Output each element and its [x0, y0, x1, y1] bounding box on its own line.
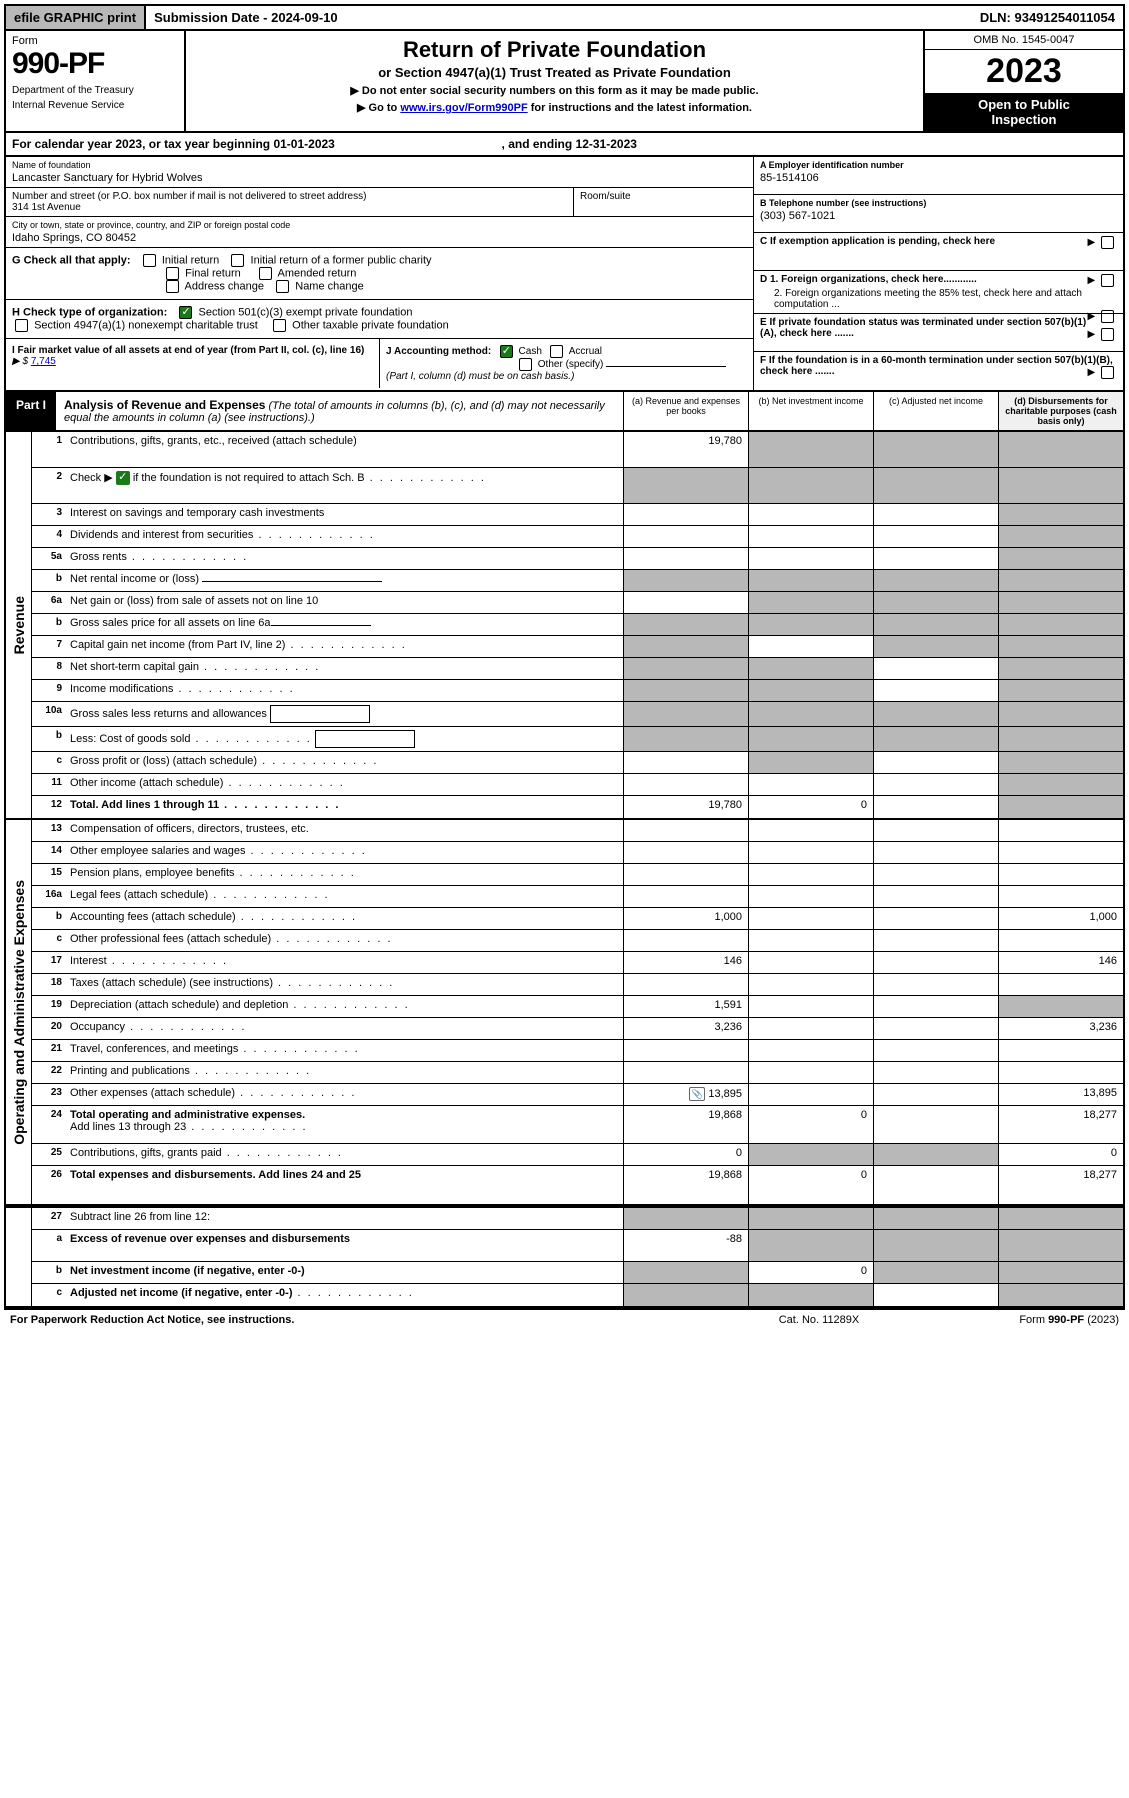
r27b-col-b: 0 [748, 1262, 873, 1283]
pending-checkbox[interactable] [1101, 236, 1114, 249]
name-change-checkbox[interactable] [276, 280, 289, 293]
calendar-year-row: For calendar year 2023, or tax year begi… [4, 133, 1125, 157]
city-state-zip: Idaho Springs, CO 80452 [12, 232, 747, 244]
r24-col-a: 19,868 [623, 1106, 748, 1143]
room-suite-label: Room/suite [580, 191, 747, 202]
part1-desc: Analysis of Revenue and Expenses (The to… [56, 392, 623, 430]
r24-col-b: 0 [748, 1106, 873, 1143]
form-subtitle: or Section 4947(a)(1) Trust Treated as P… [194, 65, 915, 80]
footer-left: For Paperwork Reduction Act Notice, see … [10, 1314, 719, 1326]
r23-col-d: 13,895 [998, 1084, 1123, 1105]
form-code: 990-PF [12, 47, 178, 81]
part1-tag: Part I [6, 392, 56, 430]
efile-label: efile GRAPHIC print [6, 6, 144, 29]
attachment-icon[interactable]: 📎 [689, 1087, 705, 1101]
street-address: 314 1st Avenue [12, 202, 567, 213]
amended-return-checkbox[interactable] [259, 267, 272, 280]
foundation-name-cell: Name of foundation Lancaster Sanctuary f… [6, 157, 753, 188]
r23-col-a: 13,895 [708, 1088, 742, 1100]
part1-header: Part I Analysis of Revenue and Expenses … [4, 392, 1125, 432]
street-row: Number and street (or P.O. box number if… [6, 188, 753, 217]
initial-return-checkbox[interactable] [143, 254, 156, 267]
501c3-checkbox[interactable] [179, 306, 192, 319]
r25-col-a: 0 [623, 1144, 748, 1165]
r16b-col-d: 1,000 [998, 908, 1123, 929]
city-cell: City or town, state or province, country… [6, 217, 753, 247]
header-right: OMB No. 1545-0047 2023 Open to Public In… [923, 31, 1123, 131]
address-change-checkbox[interactable] [166, 280, 179, 293]
accrual-checkbox[interactable] [550, 345, 563, 358]
4947a1-checkbox[interactable] [15, 319, 28, 332]
foreign-85-checkbox[interactable] [1101, 310, 1114, 323]
fmv-value[interactable]: 7,745 [31, 356, 56, 367]
r26-col-a: 19,868 [623, 1166, 748, 1204]
r17-col-d: 146 [998, 952, 1123, 973]
open-public: Open to Public Inspection [925, 93, 1123, 131]
tax-year: 2023 [925, 50, 1123, 93]
dln: DLN: 93491254011054 [972, 6, 1123, 29]
form-title: Return of Private Foundation [194, 37, 915, 63]
line27-table: 27Subtract line 26 from line 12: aExcess… [4, 1206, 1125, 1308]
header: Form 990-PF Department of the Treasury I… [4, 31, 1125, 133]
former-public-charity-checkbox[interactable] [231, 254, 244, 267]
section-i: I Fair market value of all assets at end… [6, 339, 379, 388]
r27a-col-a: -88 [623, 1230, 748, 1261]
submission-date: Submission Date - 2024-09-10 [144, 6, 346, 29]
revenue-table: Revenue 1Contributions, gifts, grants, e… [4, 432, 1125, 820]
header-left: Form 990-PF Department of the Treasury I… [6, 31, 186, 131]
top-bar: efile GRAPHIC print Submission Date - 20… [4, 4, 1125, 31]
r17-col-a: 146 [623, 952, 748, 973]
dept-treasury: Department of the Treasury [12, 85, 178, 96]
col-c-header: (c) Adjusted net income [873, 392, 998, 430]
form-word: Form [12, 35, 178, 47]
revenue-side-label: Revenue [6, 432, 32, 818]
footer-right: Form 990-PF (2023) [919, 1314, 1119, 1326]
header-title-block: Return of Private Foundation or Section … [186, 31, 923, 131]
final-return-checkbox[interactable] [166, 267, 179, 280]
page-footer: For Paperwork Reduction Act Notice, see … [4, 1308, 1125, 1330]
col-b-header: (b) Net investment income [748, 392, 873, 430]
footer-cat: Cat. No. 11289X [719, 1314, 919, 1326]
section-e: E If private foundation status was termi… [754, 314, 1123, 352]
section-c: C If exemption application is pending, c… [754, 233, 1123, 271]
omb-number: OMB No. 1545-0047 [925, 31, 1123, 50]
terminated-checkbox[interactable] [1101, 328, 1114, 341]
r19-col-a: 1,591 [623, 996, 748, 1017]
ssn-note: ▶ Do not enter social security numbers o… [194, 84, 915, 97]
link-note: ▶ Go to www.irs.gov/Form990PF for instru… [194, 101, 915, 114]
r20-col-a: 3,236 [623, 1018, 748, 1039]
foundation-name: Lancaster Sanctuary for Hybrid Wolves [12, 172, 747, 184]
form990pf-link[interactable]: www.irs.gov/Form990PF [400, 102, 527, 114]
schb-not-required-checkbox[interactable]: ✓ [116, 471, 130, 485]
section-g: G Check all that apply: Initial return I… [6, 247, 753, 300]
section-f: F If the foundation is in a 60-month ter… [754, 352, 1123, 390]
r20-col-d: 3,236 [998, 1018, 1123, 1039]
phone-value: (303) 567-1021 [760, 210, 1117, 222]
col-d-header: (d) Disbursements for charitable purpose… [998, 392, 1123, 430]
opex-table: Operating and Administrative Expenses 13… [4, 820, 1125, 1206]
60month-checkbox[interactable] [1101, 366, 1114, 379]
section-j: J Accounting method: Cash Accrual Other … [379, 339, 753, 388]
r24-col-d: 18,277 [998, 1106, 1123, 1143]
r12-col-a: 19,780 [623, 796, 748, 818]
r25-col-d: 0 [998, 1144, 1123, 1165]
r1-col-a: 19,780 [623, 432, 748, 467]
org-info-grid: Name of foundation Lancaster Sanctuary f… [4, 157, 1125, 392]
r12-col-b: 0 [748, 796, 873, 818]
other-taxable-checkbox[interactable] [273, 319, 286, 332]
cash-checkbox[interactable] [500, 345, 513, 358]
col-a-header: (a) Revenue and expenses per books [623, 392, 748, 430]
ein-cell: A Employer identification number 85-1514… [754, 157, 1123, 195]
ein-value: 85-1514106 [760, 172, 1117, 184]
other-method-checkbox[interactable] [519, 358, 532, 371]
dept-irs: Internal Revenue Service [12, 100, 178, 111]
section-d: D 1. Foreign organizations, check here..… [754, 271, 1123, 314]
r26-col-d: 18,277 [998, 1166, 1123, 1204]
opex-side-label: Operating and Administrative Expenses [6, 820, 32, 1204]
phone-cell: B Telephone number (see instructions) (3… [754, 195, 1123, 233]
r16b-col-a: 1,000 [623, 908, 748, 929]
foreign-org-checkbox[interactable] [1101, 274, 1114, 287]
section-h: H Check type of organization: Section 50… [6, 300, 753, 339]
r26-col-b: 0 [748, 1166, 873, 1204]
